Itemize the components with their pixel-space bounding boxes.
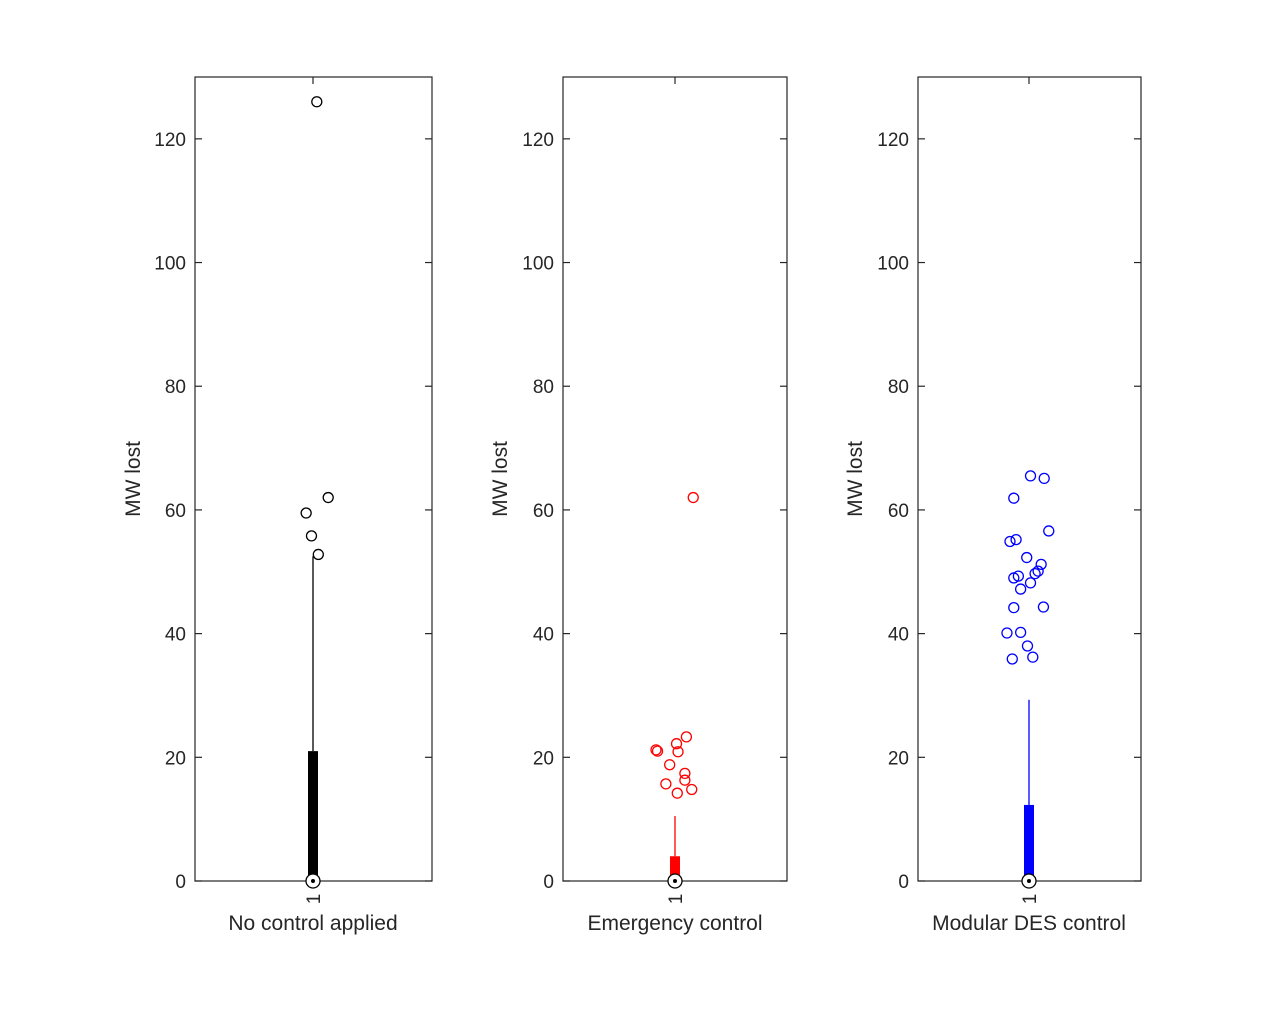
panel-no-control: 0 20 40 60 80 100 120 MW lost No control appli… bbox=[122, 76, 433, 935]
outlier-point bbox=[680, 731, 693, 743]
y-tick-label: 100 bbox=[522, 254, 554, 275]
outlier-point bbox=[1043, 525, 1055, 537]
outlier-point bbox=[671, 787, 683, 799]
iqr-box bbox=[1024, 804, 1034, 881]
outlier-point bbox=[1037, 601, 1050, 613]
outlier-point bbox=[311, 96, 323, 108]
outlier-point bbox=[650, 744, 662, 756]
y-tick-label: 80 bbox=[165, 377, 186, 398]
outlier-point bbox=[672, 746, 684, 758]
x-axis-label: No control applied bbox=[228, 912, 397, 935]
y-axis-label: MW lost bbox=[489, 441, 512, 517]
outlier-point bbox=[1038, 472, 1050, 485]
outlier-point bbox=[687, 491, 699, 504]
panel-emergency-control-marks: 0 20 40 60 80 100 120 bbox=[522, 76, 788, 893]
y-tick-label: 80 bbox=[533, 377, 554, 398]
y-tick-label: 120 bbox=[522, 130, 554, 151]
outlier-point bbox=[1027, 651, 1039, 663]
outlier-point bbox=[300, 507, 312, 519]
outlier-point bbox=[679, 767, 691, 780]
iqr-box bbox=[670, 856, 680, 881]
outlier-point bbox=[660, 778, 672, 790]
outlier-point bbox=[1010, 533, 1022, 546]
outlier-point bbox=[1024, 470, 1037, 482]
outlier-point bbox=[664, 759, 676, 771]
y-tick-label: 60 bbox=[165, 501, 186, 522]
panel-modular-des-control: 0 20 40 60 80 100 120 MW lost Modular DES cont… bbox=[844, 76, 1142, 935]
outlier-point bbox=[1008, 601, 1020, 614]
outlier-point bbox=[670, 738, 683, 750]
outlier-point bbox=[1035, 558, 1047, 570]
x-axis-label: Emergency control bbox=[587, 912, 762, 935]
outlier-point bbox=[1008, 492, 1020, 504]
panel-no-control-marks: 0 20 40 60 80 100 120 bbox=[154, 76, 433, 893]
x-tick-label: 1 bbox=[666, 894, 687, 905]
panel-emergency-control: 0 20 40 60 80 100 120 MW lost Emergency contro… bbox=[489, 76, 788, 935]
iqr-box bbox=[308, 751, 318, 881]
outlier-point bbox=[305, 530, 318, 542]
outlier-point bbox=[1008, 572, 1020, 584]
outlier-point bbox=[1006, 653, 1018, 665]
outlier-point bbox=[686, 783, 698, 796]
x-tick-label: 1 bbox=[304, 894, 325, 905]
y-tick-label: 120 bbox=[154, 130, 186, 151]
outlier-point bbox=[1024, 577, 1037, 589]
panel-modular-des-control-marks: 0 20 40 60 80 100 120 bbox=[877, 76, 1142, 893]
y-tick-label: 100 bbox=[877, 254, 909, 275]
y-axis-label: MW lost bbox=[844, 441, 867, 517]
outlier-point bbox=[1032, 565, 1044, 577]
outlier-point bbox=[1004, 535, 1016, 548]
y-tick-label: 20 bbox=[165, 748, 186, 769]
x-tick-label: 1 bbox=[1020, 894, 1041, 905]
median-dot bbox=[673, 879, 677, 883]
y-tick-label: 0 bbox=[543, 872, 554, 893]
y-tick-label: 40 bbox=[888, 625, 909, 646]
y-tick-label: 0 bbox=[175, 872, 186, 893]
y-tick-label: 20 bbox=[888, 748, 909, 769]
y-tick-label: 100 bbox=[154, 254, 186, 275]
outlier-point bbox=[322, 491, 334, 504]
y-tick-label: 120 bbox=[877, 130, 909, 151]
y-tick-label: 40 bbox=[165, 625, 186, 646]
outlier-point bbox=[1029, 567, 1041, 580]
median-dot bbox=[311, 879, 315, 883]
y-tick-label: 0 bbox=[898, 872, 909, 893]
y-tick-label: 40 bbox=[533, 625, 554, 646]
outlier-point bbox=[1014, 583, 1027, 595]
y-axis-label: MW lost bbox=[122, 441, 145, 517]
outlier-point bbox=[679, 774, 691, 786]
outlier-point bbox=[1001, 627, 1013, 639]
y-tick-label: 80 bbox=[888, 377, 909, 398]
y-tick-label: 20 bbox=[533, 748, 554, 769]
outlier-point bbox=[1014, 626, 1027, 639]
y-tick-label: 60 bbox=[888, 501, 909, 522]
outlier-point bbox=[312, 548, 324, 561]
outlier-point bbox=[1021, 551, 1033, 564]
x-axis-label: Modular DES control bbox=[932, 912, 1126, 935]
outlier-point bbox=[1021, 640, 1034, 652]
outlier-point bbox=[651, 745, 664, 757]
y-tick-label: 60 bbox=[533, 501, 554, 522]
median-dot bbox=[1027, 879, 1031, 883]
